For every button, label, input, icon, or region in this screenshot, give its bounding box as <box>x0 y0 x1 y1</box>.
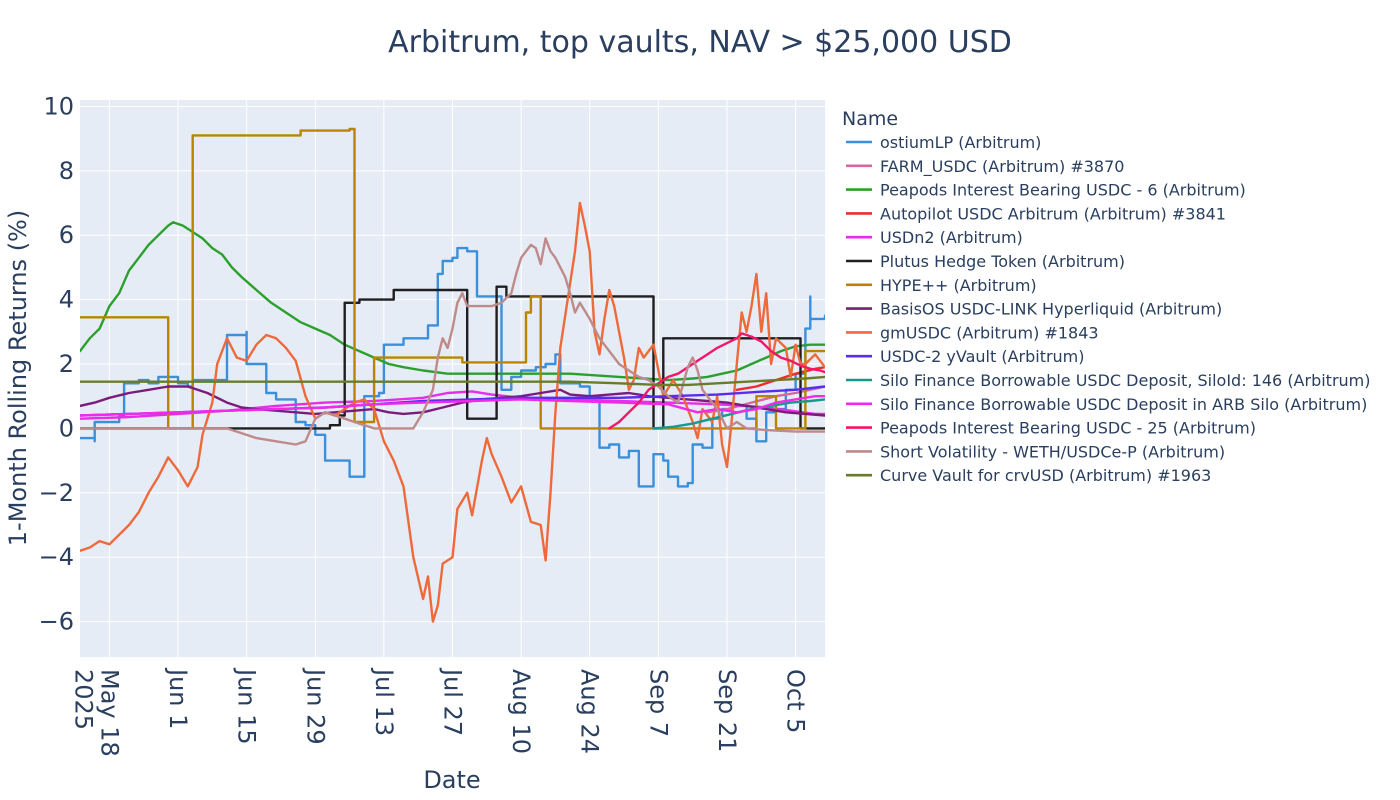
legend: Name ostiumLP (Arbitrum) FARM_USDC (Arbit… <box>842 108 1371 485</box>
series-lines <box>80 127 825 623</box>
legend-item-label: FARM_USDC (Arbitrum) #3870 <box>880 157 1124 177</box>
legend-item-label: USDC-2 yVault (Arbitrum) <box>880 347 1085 366</box>
series-line-14 <box>80 237 825 446</box>
y-axis-ticks: −6 −4 −2 0 2 4 6 8 10 <box>39 92 74 635</box>
y-tick-label: 4 <box>59 286 74 314</box>
legend-item-label: Autopilot USDC Arbitrum (Arbitrum) #3841 <box>880 204 1226 223</box>
y-tick-label: −4 <box>39 543 74 571</box>
series-line-13 <box>608 332 825 430</box>
x-tick-label: Oct 5 <box>782 669 810 733</box>
series-line-12 <box>80 395 825 417</box>
y-tick-label: 0 <box>59 414 74 442</box>
legend-item-label: Silo Finance Borrowable USDC Deposit in … <box>880 395 1367 414</box>
legend-item-label: BasisOS USDC-LINK Hyperliquid (Arbitrum) <box>880 300 1222 319</box>
x-tick-label: Jun 29 <box>301 667 329 745</box>
legend-item-label: Peapods Interest Bearing USDC - 6 (Arbit… <box>880 181 1246 200</box>
series-line-8 <box>80 385 825 417</box>
x-tick-label: May 18 <box>95 669 123 757</box>
x-tick-label: Jun 1 <box>164 667 192 729</box>
legend-item-label: ostiumLP (Arbitrum) <box>880 133 1041 152</box>
x-tick-label: Sep 21 <box>713 669 741 752</box>
series-line-15 <box>80 375 825 387</box>
x-tick-label: Jun 15 <box>233 667 261 745</box>
y-tick-label: −6 <box>39 608 74 636</box>
legend-item-label: USDn2 (Arbitrum) <box>880 228 1023 247</box>
series-line-7 <box>80 127 825 430</box>
y-tick-label: −2 <box>39 479 74 507</box>
x-tick-label: Aug 10 <box>507 669 535 754</box>
series-line-3 <box>80 221 825 382</box>
x-tick-year-label: 2025 <box>69 669 97 730</box>
x-tick-label: Sep 7 <box>644 669 672 737</box>
y-tick-label: 10 <box>43 92 74 120</box>
y-axis-title: 1-Month Rolling Returns (%) <box>4 210 32 546</box>
chart-title: Arbitrum, top vaults, NAV > $25,000 USD <box>388 25 1012 60</box>
y-tick-label: 8 <box>59 157 74 185</box>
y-tick-label: 6 <box>59 221 74 249</box>
x-tick-label: Jul 13 <box>370 667 398 736</box>
legend-items: ostiumLP (Arbitrum) FARM_USDC (Arbitrum) … <box>846 133 1371 485</box>
legend-item-label: Short Volatility - WETH/USDCe-P (Arbitru… <box>880 442 1225 461</box>
legend-item-label: Curve Vault for crvUSD (Arbitrum) #1963 <box>880 466 1211 485</box>
x-axis-title: Date <box>423 766 480 794</box>
legend-item-label: Plutus Hedge Token (Arbitrum) <box>880 252 1125 271</box>
legend-item-label: HYPE++ (Arbitrum) <box>880 276 1037 295</box>
legend-item-label: Peapods Interest Bearing USDC - 25 (Arbi… <box>880 419 1256 438</box>
legend-item-label: Silo Finance Borrowable USDC Deposit, Si… <box>880 371 1371 390</box>
y-tick-label: 2 <box>59 350 74 378</box>
legend-title: Name <box>842 108 898 130</box>
series-line-4 <box>735 366 825 391</box>
x-tick-label: Jul 27 <box>439 667 467 736</box>
legend-item-label: gmUSDC (Arbitrum) #1843 <box>880 323 1099 342</box>
series-line-9 <box>80 201 825 623</box>
x-tick-label: Aug 24 <box>576 669 604 754</box>
